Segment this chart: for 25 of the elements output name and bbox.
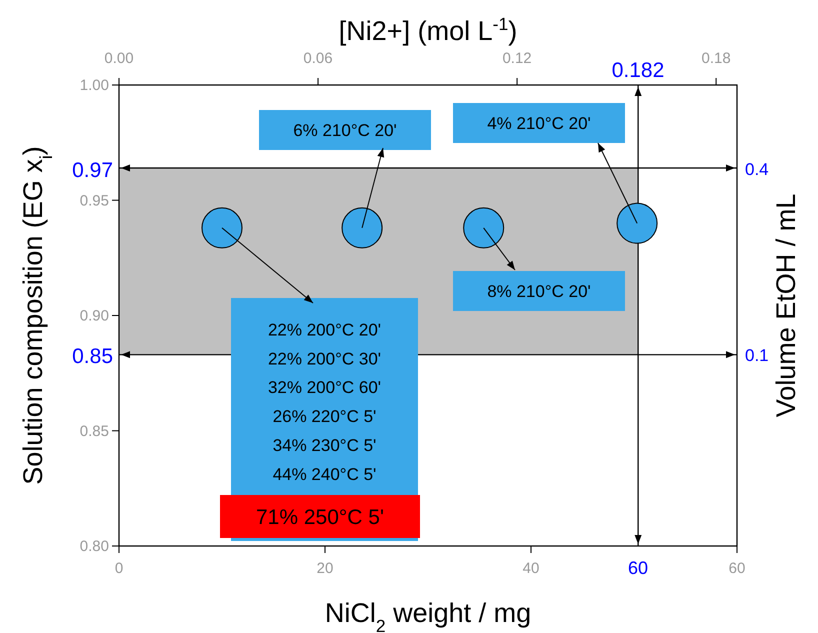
- x-tick-label: 20: [316, 560, 334, 577]
- x-tick-label: 0: [114, 560, 124, 577]
- annotation: 22% 200°C 20' 22% 200°C 30' 32% 200°C 60' 26% 220°C 5' 34% 230°C 5' 44% 240°C 5': [268, 320, 382, 484]
- y-tick-label: 1.00: [80, 77, 109, 94]
- annotation: 8% 210°C 20': [487, 282, 591, 302]
- x2-tick-label: 0.18: [702, 50, 731, 67]
- x2-tick-label: 0.12: [502, 50, 532, 67]
- x2-tick-label: 0.06: [303, 50, 333, 67]
- x2-axis-title: [Ni2+] (mol L$^{-1}$): [338, 14, 518, 46]
- x2-tick-label: 0.00: [104, 50, 134, 67]
- y2-axis-title: Volume EtOH / mL: [771, 194, 801, 418]
- annotation: 4% 210°C 20': [487, 114, 591, 134]
- y-tick-label: 0.95: [80, 192, 109, 210]
- annotation: 6% 210°C 20': [293, 121, 397, 140]
- x-tick-label: 60: [728, 560, 746, 577]
- y-tick-label: 0.85: [80, 422, 109, 440]
- y2-tick-label: 0.1: [745, 346, 769, 365]
- annotation: 71% 250°C 5': [256, 506, 384, 530]
- text: 0.182: [612, 59, 664, 82]
- text: 0.97: [72, 159, 113, 182]
- x-axis-title: NiCl$_{2}$ weight / mg: [324, 598, 532, 633]
- y2-tick-label: 0.4: [745, 160, 769, 179]
- x-tick-label: 40: [522, 560, 540, 577]
- y-tick-label: 0.80: [80, 538, 109, 555]
- y-tick-label: 0.90: [80, 308, 109, 324]
